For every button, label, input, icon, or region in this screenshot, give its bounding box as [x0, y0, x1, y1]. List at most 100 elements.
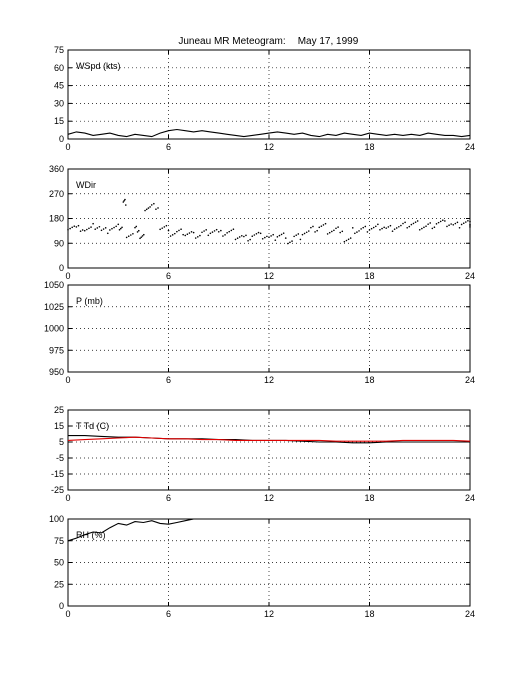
wind-direction-point	[211, 231, 214, 233]
wind-direction-point	[141, 235, 144, 237]
wind-direction-point	[333, 229, 335, 232]
wind-direction-point	[205, 229, 207, 231]
wind-direction-point	[201, 231, 203, 234]
wind-direction-point	[255, 232, 258, 235]
x-tick-label: 12	[264, 609, 274, 619]
wind-direction-point	[284, 237, 287, 239]
y-tick-label: 1050	[44, 280, 64, 290]
wind-direction-point	[194, 237, 197, 239]
wind-direction-point	[159, 228, 161, 231]
x-tick-label: 6	[166, 493, 171, 503]
wind-direction-point	[379, 228, 381, 231]
wind-direction-point	[261, 237, 264, 240]
wind-direction-point	[228, 230, 231, 233]
wind-direction-point	[118, 228, 121, 231]
wind-direction-point	[287, 242, 289, 245]
wind-direction-point	[387, 226, 390, 228]
wind-direction-point	[96, 227, 99, 229]
wind-direction-point	[182, 233, 184, 236]
series-line-2	[67, 436, 471, 442]
wind-direction-point	[410, 223, 413, 226]
wind-direction-point	[124, 204, 127, 206]
wind-direction-point	[351, 227, 354, 229]
wind-direction-point	[132, 232, 134, 235]
wind-direction-point	[73, 225, 76, 227]
wind-direction-point	[469, 225, 471, 227]
wind-direction-point	[251, 235, 254, 238]
wind-direction-point	[224, 234, 226, 236]
y-tick-label: 0	[59, 601, 64, 611]
wind-direction-point	[299, 238, 302, 241]
wind-direction-point	[374, 225, 377, 228]
x-tick-label: 24	[465, 493, 475, 503]
y-tick-label: 180	[49, 214, 64, 224]
wind-direction-point	[226, 232, 228, 234]
wind-direction-point	[207, 234, 210, 237]
series-line-1	[67, 128, 471, 138]
y-tick-label: 90	[54, 238, 64, 248]
wind-direction-point	[111, 227, 113, 230]
y-tick-label: 45	[54, 81, 64, 91]
x-tick-label: 18	[364, 493, 374, 503]
wind-direction-point	[240, 234, 243, 237]
wind-direction-point	[169, 235, 172, 237]
wind-direction-point	[427, 223, 429, 225]
wind-direction-point	[389, 224, 392, 227]
wind-direction-point	[293, 235, 295, 238]
wind-direction-point	[381, 227, 383, 230]
wind-direction-point	[100, 229, 103, 232]
wind-direction-point	[437, 221, 440, 224]
y-tick-label: 1000	[44, 324, 64, 334]
wind-direction-point	[236, 237, 239, 239]
y-tick-label: 0	[59, 263, 64, 273]
wind-direction-point	[404, 221, 406, 224]
panel-label: P (mb)	[76, 296, 103, 306]
y-tick-label: 30	[54, 98, 64, 108]
wind-direction-point	[418, 228, 421, 231]
wind-direction-point	[135, 225, 138, 228]
wind-direction-point	[360, 228, 362, 230]
wind-direction-point	[124, 198, 126, 201]
wind-direction-point	[372, 226, 375, 229]
wind-direction-point	[149, 206, 151, 208]
wind-direction-point	[259, 232, 262, 235]
wind-direction-point	[431, 227, 434, 230]
y-tick-label: 15	[54, 421, 64, 431]
wind-direction-point	[307, 230, 310, 232]
wind-direction-point	[81, 229, 84, 231]
wind-direction-point	[249, 238, 251, 241]
wind-direction-point	[354, 232, 356, 235]
wind-direction-point	[297, 233, 300, 235]
wind-direction-point	[150, 204, 153, 206]
y-tick-label: 5	[59, 437, 64, 447]
wind-direction-point	[316, 229, 318, 232]
wind-direction-point	[423, 226, 425, 229]
wind-direction-point	[234, 238, 237, 241]
wind-direction-point	[469, 220, 471, 223]
wind-direction-point	[278, 234, 281, 237]
wind-direction-point	[303, 232, 306, 235]
wind-direction-point	[188, 232, 191, 234]
wind-direction-point	[94, 228, 97, 230]
wind-direction-point	[400, 224, 402, 227]
x-tick-label: 24	[465, 609, 475, 619]
panel-label: WSpd (kts)	[76, 61, 121, 71]
wind-direction-point	[314, 231, 316, 233]
wind-direction-point	[86, 228, 88, 231]
wind-direction-point	[232, 228, 235, 231]
wind-direction-point	[238, 236, 241, 238]
x-tick-label: 18	[364, 271, 374, 281]
wind-direction-point	[454, 222, 457, 225]
wind-direction-point	[439, 220, 442, 223]
wind-direction-point	[337, 226, 339, 228]
panel-label: RH (%)	[76, 530, 106, 540]
wind-direction-point	[366, 231, 369, 233]
wind-direction-point	[253, 234, 256, 236]
wind-direction-point	[178, 229, 180, 232]
y-tick-label: 75	[54, 45, 64, 55]
x-tick-label: 18	[364, 142, 374, 152]
y-tick-label: 100	[49, 514, 64, 524]
wind-direction-point	[245, 234, 247, 237]
wind-direction-point	[356, 231, 358, 233]
wind-direction-point	[257, 231, 260, 234]
